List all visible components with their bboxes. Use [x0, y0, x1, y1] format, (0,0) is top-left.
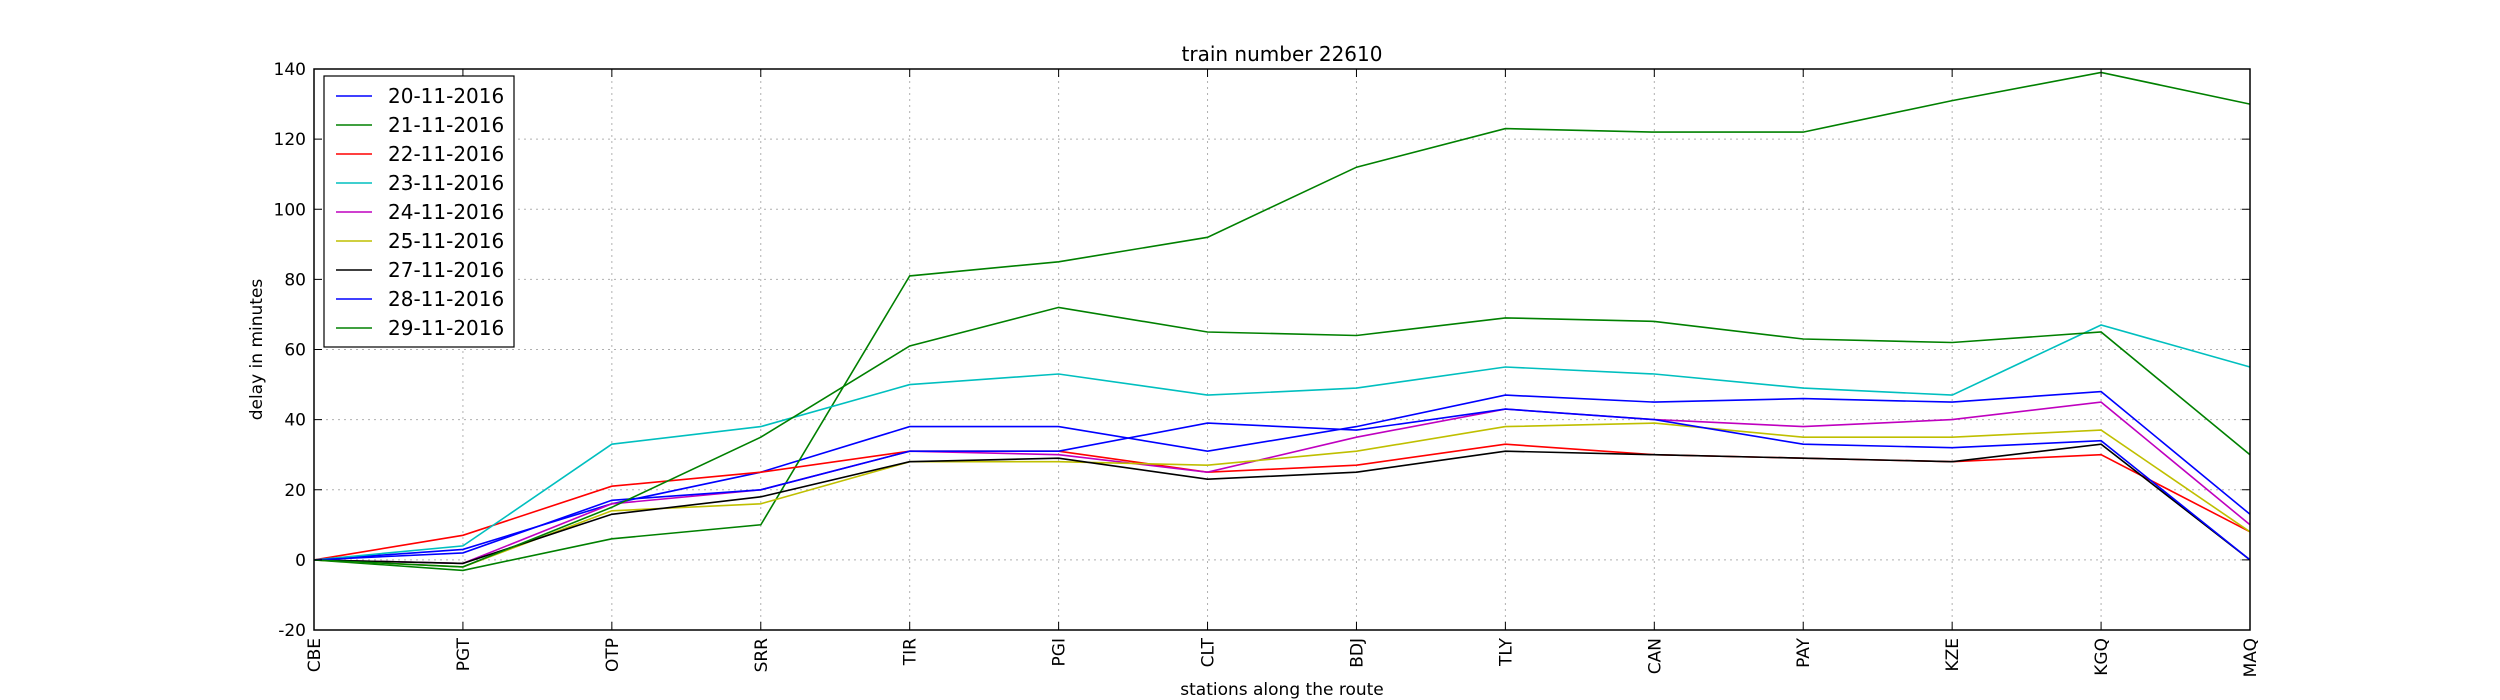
- grid-lines: [313, 68, 2251, 631]
- x-tick-label: TLY: [1496, 637, 1516, 667]
- legend-label: 25-11-2016: [388, 229, 504, 253]
- legend-label: 20-11-2016: [388, 84, 504, 108]
- legend-label: 27-11-2016: [388, 258, 504, 282]
- x-tick-label: CAN: [1645, 638, 1665, 674]
- series-line-23-11-2016: [313, 324, 2251, 561]
- y-tick-label: 100: [274, 200, 306, 220]
- chart-title: train number 22610: [1182, 42, 1383, 66]
- x-axis-label: stations along the route: [1180, 680, 1384, 700]
- x-tick-label: PGT: [454, 637, 474, 671]
- y-tick-label: 80: [284, 270, 306, 290]
- y-tick-label: 20: [284, 481, 306, 501]
- y-axis-ticks: -20 0 20 40 60 80 100 120 140: [274, 60, 2250, 641]
- x-tick-label: BDJ: [1347, 638, 1367, 668]
- x-tick-label: SRR: [752, 638, 772, 673]
- x-tick-label: PAY: [1794, 637, 1814, 667]
- x-tick-label: OTP: [603, 638, 623, 672]
- legend-label: 21-11-2016: [388, 113, 504, 137]
- y-tick-label: -20: [278, 621, 306, 641]
- legend-label: 29-11-2016: [388, 316, 504, 340]
- legend-label: 28-11-2016: [388, 287, 504, 311]
- y-tick-label: 140: [274, 60, 306, 80]
- x-tick-label: CLT: [1199, 637, 1219, 667]
- x-tick-label: KZE: [1943, 638, 1963, 672]
- x-axis-ticks: CBE PGT OTP SRR TIR PGI CLT BDJ TLY CAN PAY KZE KGQ M…: [305, 69, 2261, 677]
- series-line-21-11-2016: [313, 71, 2251, 572]
- series-lines: [313, 71, 2251, 572]
- series-line-28-11-2016: [313, 408, 2251, 561]
- y-axis-label: delay in minutes: [247, 279, 267, 421]
- series-line-27-11-2016: [313, 443, 2251, 565]
- x-tick-label: PGI: [1050, 638, 1070, 666]
- x-tick-label: KGQ: [2092, 638, 2112, 676]
- x-tick-label: CBE: [305, 638, 325, 672]
- legend: 20-11-2016 21-11-2016 22-11-2016 23-11-2016…: [323, 75, 515, 348]
- x-tick-label: MAQ: [2241, 638, 2261, 677]
- y-tick-label: 60: [284, 341, 306, 361]
- series-line-29-11-2016: [313, 306, 2251, 568]
- series-line-24-11-2016: [313, 401, 2251, 565]
- series-line-25-11-2016: [313, 422, 2251, 568]
- x-tick-label: TIR: [901, 638, 921, 666]
- y-tick-label: 40: [284, 411, 306, 431]
- y-tick-label: 120: [274, 130, 306, 150]
- legend-label: 22-11-2016: [388, 142, 504, 166]
- legend-label: 23-11-2016: [388, 171, 504, 195]
- y-tick-label: 0: [295, 551, 306, 571]
- legend-label: 24-11-2016: [388, 200, 504, 224]
